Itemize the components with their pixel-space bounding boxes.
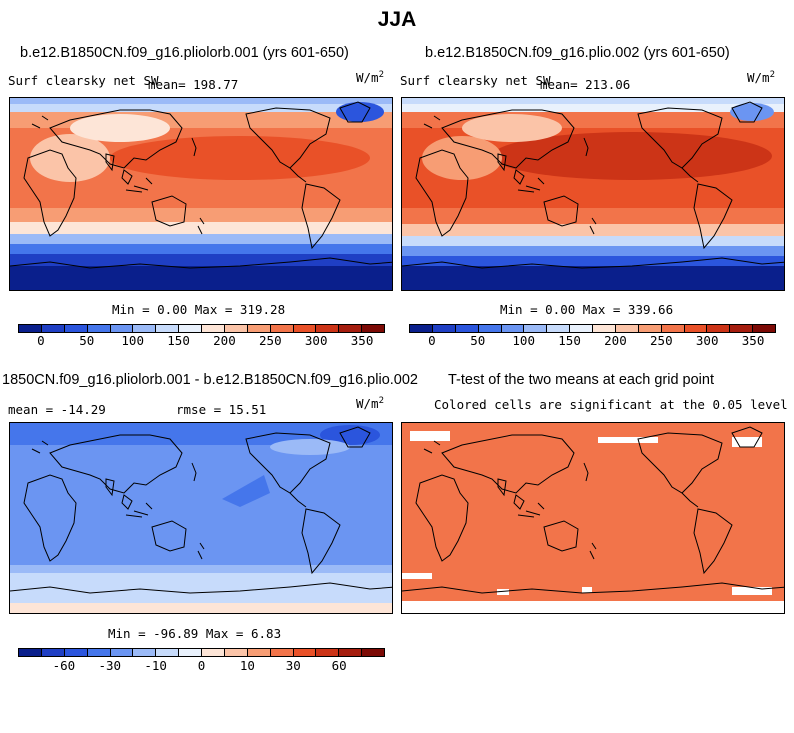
panel-2-map <box>401 97 785 291</box>
panel-2-minmax: Min = 0.00 Max = 339.66 <box>500 302 674 317</box>
panel-1-colorbar <box>18 324 385 333</box>
colorbar-swatch <box>110 649 134 656</box>
colorbar-tick-label: 100 <box>121 333 144 348</box>
colorbar-swatch <box>179 649 202 656</box>
colorbar-tick-label: 10 <box>239 658 255 673</box>
colorbar-tick-label: 150 <box>558 333 581 348</box>
colorbar-tick-label: 0 <box>197 658 206 673</box>
colorbar-swatch <box>730 325 754 332</box>
colorbar-swatch <box>684 325 708 332</box>
colorbar-tick-label: 50 <box>79 333 95 348</box>
panel-4-title: T-test of the two means at each grid poi… <box>448 372 714 388</box>
panel-1-minmax: Min = 0.00 Max = 319.28 <box>112 302 286 317</box>
colorbar-swatch <box>202 649 225 656</box>
colorbar-tick-label: 350 <box>350 333 374 348</box>
colorbar-swatch <box>247 325 271 332</box>
colorbar-swatch <box>410 325 433 332</box>
panel-3-units: W/m2 <box>356 396 384 412</box>
colorbar-swatch <box>615 325 639 332</box>
colorbar-swatch <box>753 325 775 332</box>
colorbar-swatch <box>19 649 42 656</box>
colorbar-swatch <box>547 325 571 332</box>
colorbar-swatch <box>339 325 363 332</box>
panel-1-map <box>9 97 393 291</box>
panel-3-map <box>9 422 393 614</box>
colorbar-swatch <box>293 649 317 656</box>
colorbar-swatch <box>202 325 225 332</box>
colorbar-swatch <box>64 649 88 656</box>
colorbar-swatch <box>156 649 180 656</box>
colorbar-swatch <box>432 325 456 332</box>
colorbar-swatch <box>41 325 65 332</box>
panel-3-colorbar <box>18 648 385 657</box>
colorbar-tick-label: 200 <box>604 333 627 348</box>
colorbar-swatch <box>661 325 685 332</box>
colorbar-swatch <box>570 325 593 332</box>
colorbar-swatch <box>87 649 111 656</box>
colorbar-tick-label: -30 <box>98 658 122 673</box>
colorbar-swatch <box>224 649 248 656</box>
panel-2-mean-label: mean= 213.06 <box>540 77 631 92</box>
colorbar-tick-label: 250 <box>650 333 673 348</box>
panel-4-subtitle: Colored cells are significant at the 0.0… <box>434 397 788 412</box>
colorbar-tick-label: 300 <box>304 333 328 348</box>
colorbar-swatch <box>339 649 363 656</box>
panel-2-title: b.e12.B1850CN.f09_g16.plio.002 (yrs 601-… <box>425 45 730 61</box>
panel-1-title: b.e12.B1850CN.f09_g16.pliolorb.001 (yrs … <box>20 45 349 61</box>
colorbar-swatch <box>362 649 384 656</box>
colorbar-swatch <box>501 325 525 332</box>
panel-2-colorbar <box>409 324 776 333</box>
colorbar-tick-label: 0 <box>37 333 45 348</box>
colorbar-swatch <box>87 325 111 332</box>
panel-2-units: W/m2 <box>747 70 775 86</box>
colorbar-swatch <box>133 649 157 656</box>
colorbar-swatch <box>19 325 42 332</box>
colorbar-swatch <box>293 325 317 332</box>
panel-3-colorbar-ticks: -60 -30 -10 0 10 30 60 <box>18 658 385 674</box>
panel-3-rmse-label: rmse = 15.51 <box>176 402 267 417</box>
colorbar-tick-label: 50 <box>470 333 486 348</box>
colorbar-tick-label: 60 <box>331 658 347 673</box>
panel-3-minmax: Min = -96.89 Max = 6.83 <box>108 626 282 641</box>
colorbar-swatch <box>638 325 662 332</box>
panel-2-colorbar-ticks: 0 50 100 150 200 250 300 350 <box>409 333 776 349</box>
colorbar-tick-label: 0 <box>428 333 436 348</box>
colorbar-swatch <box>224 325 248 332</box>
colorbar-tick-label: 100 <box>512 333 535 348</box>
colorbar-swatch <box>64 325 88 332</box>
colorbar-swatch <box>247 649 271 656</box>
colorbar-tick-label: 30 <box>285 658 301 673</box>
colorbar-tick-label: 250 <box>259 333 282 348</box>
colorbar-swatch <box>270 649 294 656</box>
panel-3-mean-label: mean = -14.29 <box>8 402 106 417</box>
panel-1-units: W/m2 <box>356 70 384 86</box>
panel-1-variable-label: Surf clearsky net SW <box>8 73 159 88</box>
colorbar-tick-label: -60 <box>52 658 76 673</box>
colorbar-tick-label: 300 <box>695 333 719 348</box>
panel-2-variable-label: Surf clearsky net SW <box>400 73 551 88</box>
colorbar-swatch <box>593 325 616 332</box>
colorbar-tick-label: 200 <box>213 333 236 348</box>
colorbar-tick-label: -10 <box>144 658 167 673</box>
colorbar-tick-label: 350 <box>741 333 765 348</box>
colorbar-swatch <box>179 325 202 332</box>
colorbar-swatch <box>524 325 548 332</box>
colorbar-swatch <box>41 649 65 656</box>
colorbar-swatch <box>362 325 384 332</box>
colorbar-tick-label: 150 <box>167 333 190 348</box>
colorbar-swatch <box>478 325 502 332</box>
panel-4-map <box>401 422 785 614</box>
colorbar-swatch <box>156 325 180 332</box>
colorbar-swatch <box>707 325 731 332</box>
panel-1-mean-label: mean= 198.77 <box>148 77 239 92</box>
colorbar-swatch <box>110 325 134 332</box>
colorbar-swatch <box>270 325 294 332</box>
colorbar-swatch <box>455 325 479 332</box>
panel-1-colorbar-ticks: 0 50 100 150 200 250 300 350 <box>18 333 385 349</box>
colorbar-swatch <box>133 325 157 332</box>
panel-3-title: 1850CN.f09_g16.pliolorb.001 - b.e12.B185… <box>2 372 418 388</box>
colorbar-swatch <box>316 649 340 656</box>
page-title: JJA <box>377 8 417 31</box>
colorbar-swatch <box>316 325 340 332</box>
